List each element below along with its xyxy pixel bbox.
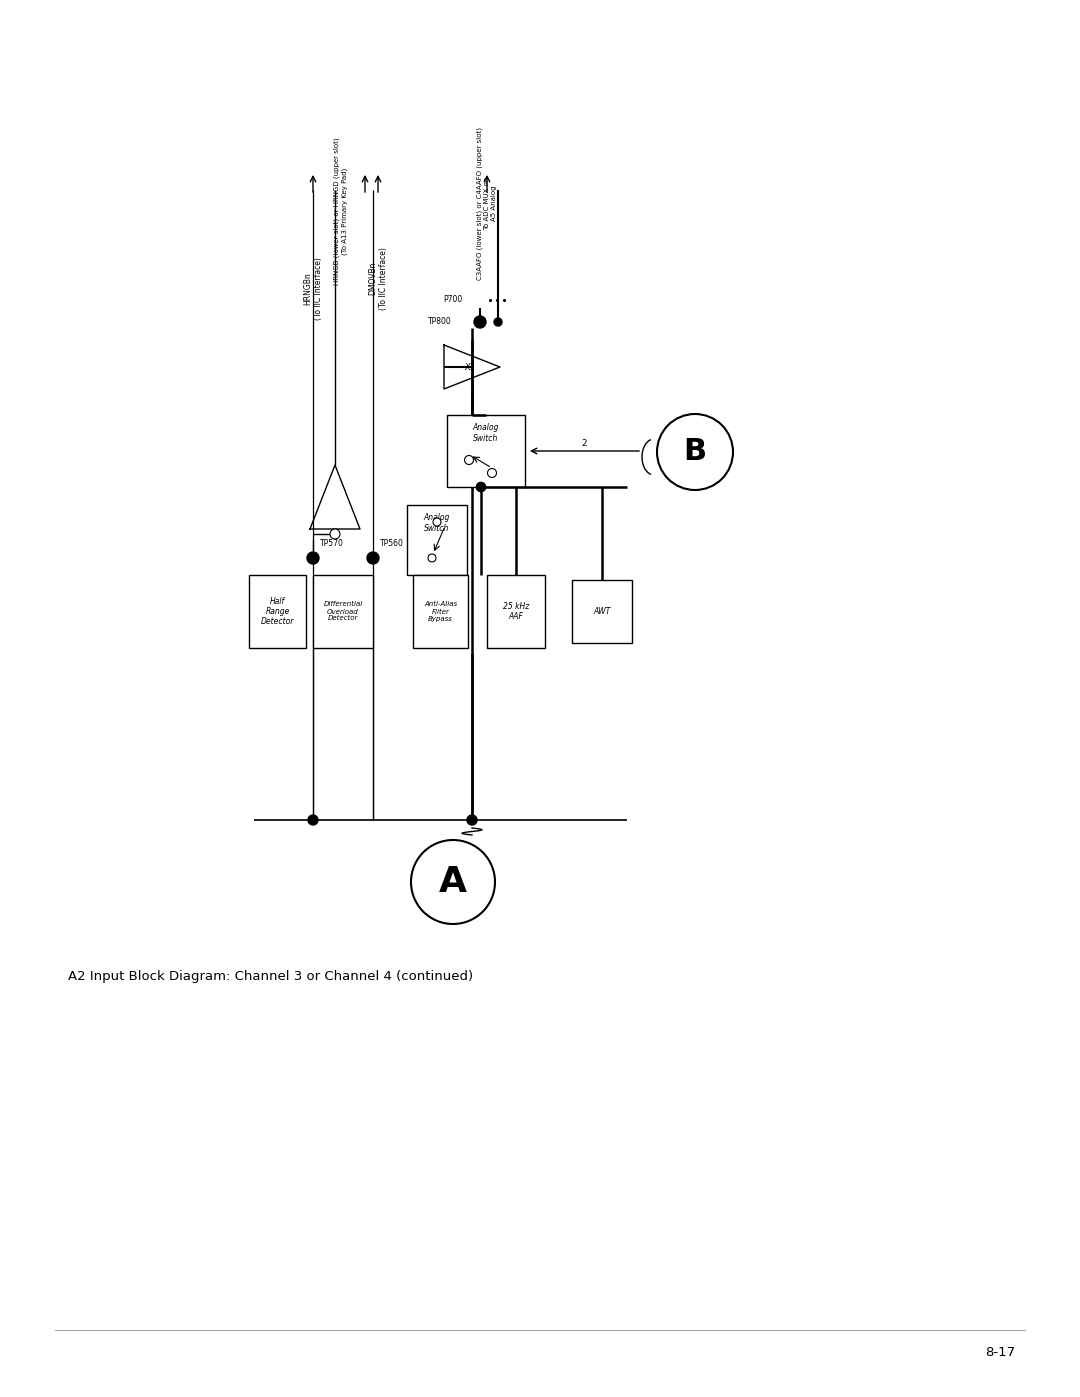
Circle shape [487, 468, 497, 478]
Text: 2: 2 [582, 439, 588, 447]
Text: A: A [438, 865, 467, 900]
Text: A2 Input Block Diagram: Channel 3 or Channel 4 (continued): A2 Input Block Diagram: Channel 3 or Cha… [68, 970, 473, 983]
Text: B: B [684, 437, 706, 467]
Bar [407, 504, 467, 576]
Circle shape [657, 414, 733, 490]
Circle shape [330, 529, 340, 539]
Text: 8-17: 8-17 [985, 1345, 1015, 1358]
Text: C3AAFO (lower slot) or C4AAFO (upper slot)
To ADC MUX on
A5 Analog: C3AAFO (lower slot) or C4AAFO (upper slo… [476, 127, 497, 279]
Text: Analog
Switch: Analog Switch [423, 513, 450, 532]
Text: P700: P700 [443, 296, 462, 305]
Circle shape [367, 552, 379, 564]
Text: TP800: TP800 [429, 317, 453, 327]
Text: 25 kHz
AAF: 25 kHz AAF [503, 602, 529, 622]
Circle shape [476, 482, 486, 492]
Bar [313, 576, 373, 648]
Text: HRNGBn
(To IIC Interface): HRNGBn (To IIC Interface) [303, 257, 323, 320]
Circle shape [308, 814, 318, 826]
Text: HRNGB (lower slot) or HRNGD (upper slot)
(To A13 Primary Key Pad): HRNGB (lower slot) or HRNGD (upper slot)… [334, 137, 348, 285]
Text: AWT: AWT [593, 608, 610, 616]
Circle shape [494, 319, 502, 326]
Bar [572, 580, 632, 643]
Circle shape [307, 552, 319, 564]
Text: X1: X1 [464, 362, 475, 372]
Circle shape [428, 555, 436, 562]
Text: TP570: TP570 [320, 539, 343, 548]
Text: DMOVBn
(To IIC Interface): DMOVBn (To IIC Interface) [368, 247, 388, 310]
Text: TP560: TP560 [380, 539, 404, 548]
Circle shape [433, 518, 441, 527]
Bar [249, 576, 306, 648]
Circle shape [476, 482, 486, 492]
Circle shape [474, 316, 486, 328]
Bar [413, 576, 468, 648]
Circle shape [467, 814, 477, 826]
Text: Half
Range
Detector: Half Range Detector [260, 597, 294, 626]
Circle shape [411, 840, 495, 923]
Bar [487, 576, 545, 648]
Text: Differential
Overload
Detector: Differential Overload Detector [323, 602, 363, 622]
Bar [447, 415, 525, 488]
Text: Anti-Alias
Filter
Bypass: Anti-Alias Filter Bypass [424, 602, 457, 622]
Text: Analog
Switch: Analog Switch [473, 423, 499, 443]
Circle shape [464, 455, 473, 464]
